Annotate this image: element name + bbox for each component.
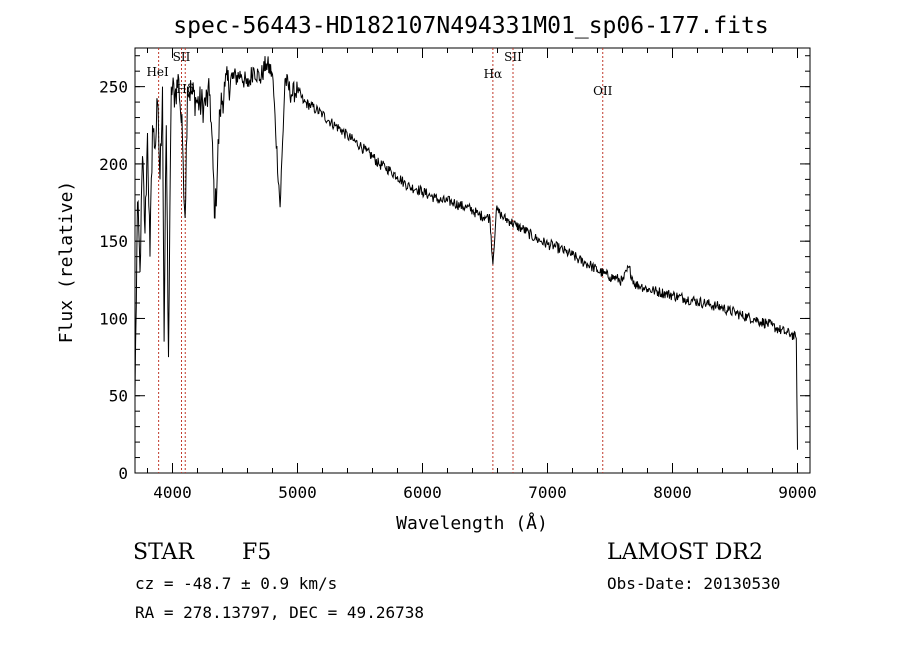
- object-class: STAR: [133, 540, 194, 565]
- x-tick-label: 6000: [403, 483, 442, 502]
- spectral-line-label: Hα: [484, 67, 503, 81]
- y-tick-label: 100: [99, 309, 128, 328]
- redshift-text: cz = -48.7 ± 0.9 km/s: [135, 574, 338, 593]
- y-tick-labels: 0 50 100 150 200 250: [99, 78, 128, 483]
- x-tick-label: 5000: [278, 483, 317, 502]
- y-axis-label: Flux (relative): [56, 181, 77, 344]
- chart-title: spec-56443-HD182107N494331M01_sp06-177.f…: [173, 13, 768, 39]
- spectral-line-label: HeI: [146, 65, 169, 79]
- x-tick-label: 4000: [153, 483, 192, 502]
- spectral-line-label: Hδ: [176, 82, 194, 96]
- coordinates-text: RA = 278.13797, DEC = 49.26738: [135, 603, 424, 622]
- x-tick-label: 9000: [778, 483, 817, 502]
- x-axis-label: Wavelength (Å): [396, 512, 548, 534]
- x-tick-label: 8000: [653, 483, 692, 502]
- spectrum-series: [134, 56, 798, 450]
- y-tick-label: 200: [99, 155, 128, 174]
- x-tick-label: 7000: [528, 483, 567, 502]
- obs-date-text: Obs-Date: 20130530: [607, 574, 781, 593]
- y-tick-label: 250: [99, 78, 128, 97]
- spectral-line-label: OII: [593, 84, 613, 98]
- minor-ticks: [135, 48, 810, 474]
- x-tick-labels: 4000 5000 6000 7000 8000 9000: [153, 483, 817, 502]
- y-tick-label: 0: [118, 464, 128, 483]
- spectral-line-label: SII: [504, 50, 522, 64]
- object-subclass: F5: [242, 540, 272, 565]
- survey-name: LAMOST DR2: [607, 540, 763, 565]
- y-tick-label: 150: [99, 232, 128, 251]
- plot-frame: [134, 47, 811, 474]
- spectrum-line: [134, 56, 798, 450]
- y-tick-label: 50: [109, 387, 128, 406]
- spectral-line-label: SII: [173, 50, 191, 64]
- major-ticks: [135, 48, 810, 474]
